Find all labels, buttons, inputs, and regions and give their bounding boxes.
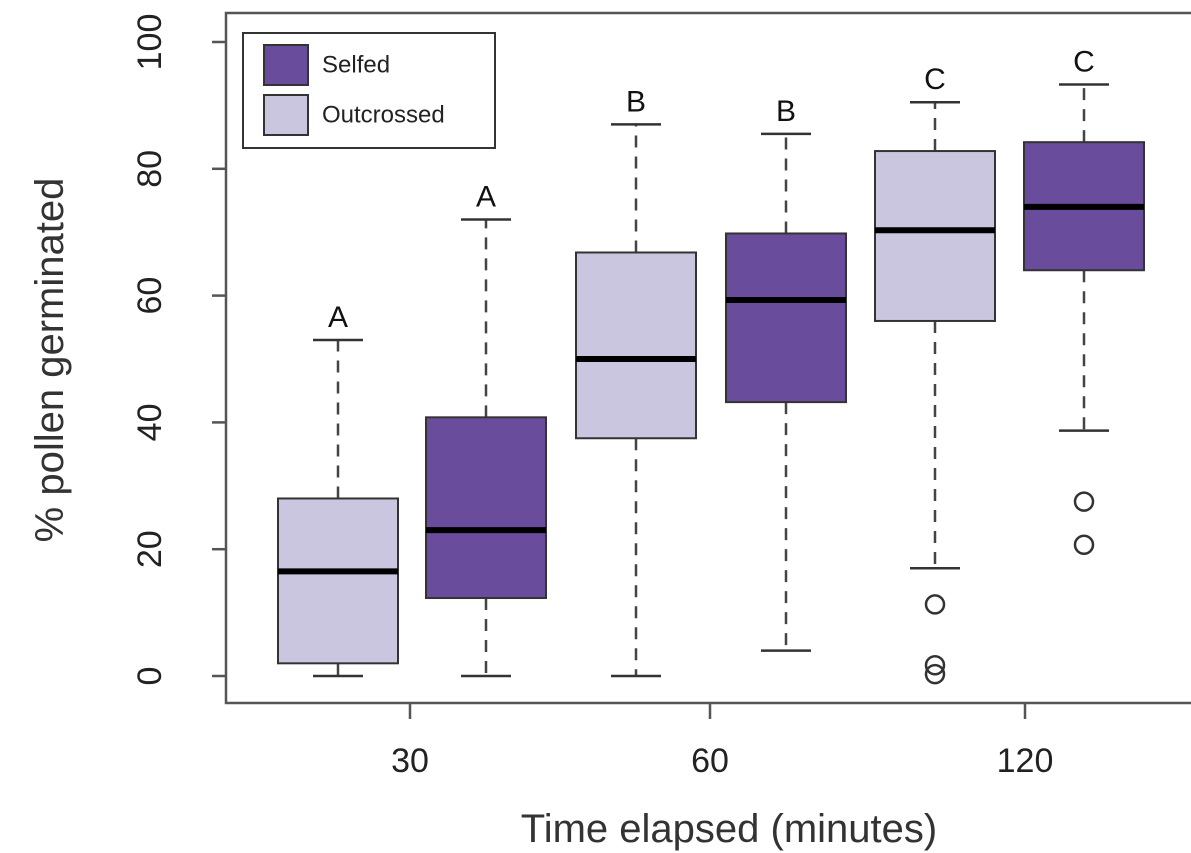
y-axis-label: % pollen germinated [28, 178, 72, 543]
box-iqr [425, 416, 547, 600]
box-iqr [725, 232, 847, 404]
plot-area [224, 11, 1191, 705]
box-selfed-120: C [1023, 45, 1145, 556]
legend-label: Outcrossed [322, 102, 445, 129]
box-outcrossed-60: B [575, 85, 697, 678]
significance-letter: B [626, 85, 646, 118]
legend-swatch [263, 94, 309, 136]
y-tick-label: 0 [131, 667, 169, 686]
box-outcrossed-30: A [277, 301, 399, 678]
significance-letter: C [924, 63, 946, 96]
y-tick-label: 100 [131, 14, 169, 71]
outlier-point [924, 654, 946, 676]
y-tick-label: 80 [131, 150, 169, 188]
outlier-point [1073, 534, 1095, 556]
significance-letter: A [328, 301, 348, 334]
y-tick-label: 60 [131, 277, 169, 315]
boxes: A A B B C C [277, 45, 1145, 685]
box-selfed-30: A [425, 181, 547, 678]
box-outcrossed-120: C [874, 63, 996, 685]
x-tick-label: 30 [391, 742, 429, 780]
outlier-point [924, 663, 946, 685]
outlier-point [924, 594, 946, 615]
box-selfed-60: B [725, 95, 847, 652]
plot-frame [224, 11, 1191, 705]
y-axis: 0 20 40 60 80 100 [131, 14, 226, 686]
x-axis-label: Time elapsed (minutes) [521, 807, 937, 851]
legend: Selfed Outcrossed [242, 32, 496, 149]
box-iqr [277, 497, 399, 665]
y-tick-label: 20 [131, 530, 169, 568]
y-tick-label: 40 [131, 403, 169, 441]
box-iqr [575, 251, 697, 440]
x-tick-label: 60 [691, 742, 729, 780]
x-axis: 30 60 120 [391, 703, 1053, 780]
legend-swatch [263, 44, 309, 86]
significance-letter: B [776, 95, 796, 128]
outlier-point [1073, 491, 1095, 512]
significance-letter: C [1073, 45, 1095, 78]
significance-letter: A [476, 181, 496, 214]
x-tick-label: 120 [997, 742, 1054, 780]
box-iqr [874, 150, 996, 322]
legend-label: Selfed [322, 52, 390, 79]
